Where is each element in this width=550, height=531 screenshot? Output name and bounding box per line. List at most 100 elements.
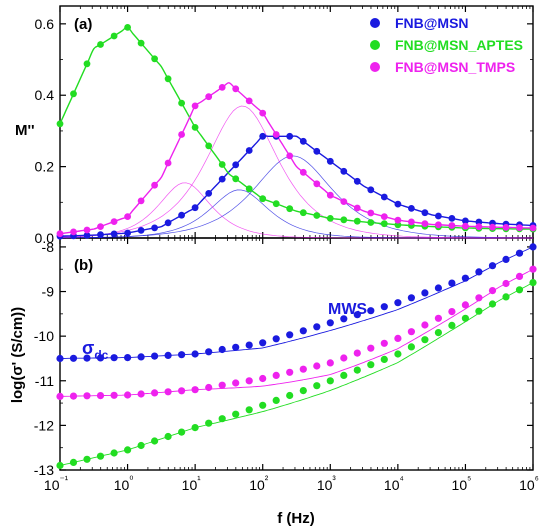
data-point bbox=[380, 303, 388, 311]
legend: FNB@MSN FNB@MSN_APTES FNB@MSN_TMPS bbox=[370, 15, 523, 75]
data-point bbox=[232, 161, 240, 169]
data-point bbox=[56, 354, 64, 363]
data-point bbox=[272, 131, 280, 138]
data-point bbox=[97, 41, 104, 48]
data-point bbox=[245, 97, 253, 105]
panel-b-data-points bbox=[56, 243, 537, 470]
data-point bbox=[394, 334, 402, 342]
legend-label-fnb-msn-aptes: FNB@MSN_APTES bbox=[395, 37, 523, 53]
legend-label-fnb-msn: FNB@MSN bbox=[395, 15, 469, 31]
x-tick-label: 10⁶ bbox=[519, 475, 539, 493]
data-point bbox=[178, 351, 186, 359]
data-point bbox=[299, 168, 307, 176]
data-point bbox=[164, 351, 172, 359]
x-tick-label: 10² bbox=[249, 475, 269, 493]
data-point bbox=[205, 348, 213, 356]
data-point bbox=[259, 109, 267, 117]
data-point bbox=[259, 374, 267, 383]
x-tick-label: 10⁵ bbox=[452, 475, 472, 493]
data-point bbox=[124, 446, 132, 454]
data-point bbox=[435, 212, 442, 220]
data-point bbox=[69, 392, 78, 400]
data-point bbox=[515, 286, 524, 294]
data-point bbox=[286, 368, 294, 376]
y-tick-label: -9 bbox=[42, 284, 55, 300]
data-point bbox=[245, 406, 253, 414]
data-point bbox=[435, 221, 442, 229]
data-point bbox=[164, 159, 172, 167]
legend-marker-fnb-msn bbox=[370, 18, 380, 28]
data-point bbox=[461, 301, 469, 309]
data-point bbox=[83, 226, 91, 234]
data-point bbox=[286, 391, 294, 400]
data-point bbox=[529, 279, 537, 287]
legend-marker-fnb-msn-tmps bbox=[370, 62, 380, 72]
data-point bbox=[408, 218, 415, 226]
data-point bbox=[434, 329, 442, 337]
data-point bbox=[421, 321, 429, 329]
fit-component-line bbox=[59, 105, 533, 239]
sigma-dc-annotation: σdc bbox=[82, 338, 109, 362]
data-point bbox=[394, 299, 402, 307]
panel-b-y-axis-label: log(σ' (S/cm)) bbox=[9, 307, 26, 403]
data-point bbox=[70, 90, 77, 98]
data-point bbox=[299, 365, 307, 373]
data-point bbox=[218, 345, 226, 354]
y-tick-label: -12 bbox=[34, 417, 54, 433]
data-point bbox=[164, 388, 172, 396]
panel-b-label: (b) bbox=[74, 257, 93, 274]
data-point bbox=[272, 335, 280, 343]
data-point bbox=[272, 396, 280, 404]
fit-component-line bbox=[60, 155, 533, 239]
data-point bbox=[353, 311, 361, 319]
data-point bbox=[367, 361, 375, 369]
data-point bbox=[448, 321, 456, 329]
x-axis-label: f (Hz) bbox=[277, 510, 315, 527]
data-point bbox=[340, 354, 348, 362]
x-tick-label: 10⁴ bbox=[384, 475, 404, 493]
data-point bbox=[286, 132, 294, 140]
data-point bbox=[448, 279, 456, 287]
y-tick-label: -8 bbox=[42, 239, 55, 255]
conductivity-fit-line bbox=[59, 268, 534, 397]
y-tick-label: 0.2 bbox=[35, 159, 55, 175]
data-point bbox=[286, 152, 294, 160]
data-point bbox=[326, 319, 334, 327]
data-point bbox=[245, 377, 253, 385]
data-point bbox=[340, 315, 348, 323]
data-point bbox=[124, 213, 131, 221]
panel-a-data-points bbox=[56, 24, 537, 240]
data-point bbox=[326, 191, 334, 199]
data-point bbox=[489, 223, 496, 231]
data-point bbox=[286, 331, 294, 339]
data-point bbox=[380, 213, 388, 221]
data-point bbox=[83, 354, 91, 362]
conductivity-fit-line bbox=[59, 246, 534, 359]
panel-b-fit-lines bbox=[59, 246, 534, 466]
data-point bbox=[191, 424, 199, 432]
data-point bbox=[421, 220, 429, 228]
data-point bbox=[313, 382, 321, 390]
data-point bbox=[218, 175, 226, 183]
data-point bbox=[502, 279, 510, 288]
data-point bbox=[448, 222, 456, 229]
data-point bbox=[97, 231, 104, 239]
data-point bbox=[124, 229, 131, 237]
data-point bbox=[434, 314, 442, 322]
data-point bbox=[462, 222, 469, 230]
data-point bbox=[353, 204, 361, 212]
data-point bbox=[191, 124, 199, 131]
data-point bbox=[488, 262, 497, 270]
data-point bbox=[259, 132, 267, 140]
data-point bbox=[488, 300, 497, 308]
data-point bbox=[137, 39, 145, 47]
data-point bbox=[218, 415, 226, 423]
y-tick-label: -11 bbox=[35, 373, 54, 389]
data-point bbox=[313, 323, 321, 331]
data-point bbox=[137, 390, 145, 398]
y-tick-label: -10 bbox=[34, 328, 54, 344]
data-point bbox=[502, 224, 510, 231]
data-point bbox=[205, 190, 213, 197]
data-point bbox=[367, 209, 375, 217]
data-point bbox=[83, 455, 91, 463]
